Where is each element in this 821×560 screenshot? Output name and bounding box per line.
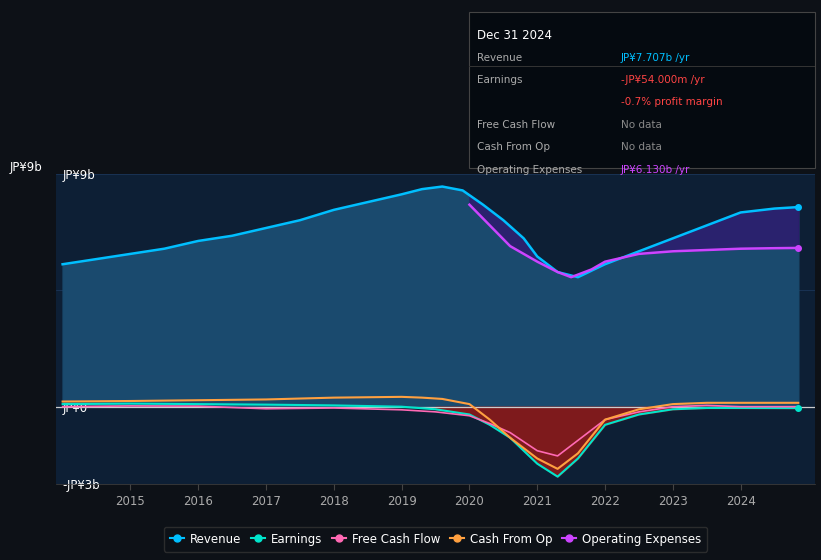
- Text: JP¥9b: JP¥9b: [10, 161, 43, 175]
- Text: No data: No data: [621, 120, 662, 130]
- Text: JP¥6.130b /yr: JP¥6.130b /yr: [621, 165, 690, 175]
- Legend: Revenue, Earnings, Free Cash Flow, Cash From Op, Operating Expenses: Revenue, Earnings, Free Cash Flow, Cash …: [164, 527, 707, 552]
- Text: Dec 31 2024: Dec 31 2024: [477, 29, 552, 42]
- Text: Operating Expenses: Operating Expenses: [477, 165, 582, 175]
- Text: -0.7% profit margin: -0.7% profit margin: [621, 97, 722, 108]
- Text: Earnings: Earnings: [477, 75, 522, 85]
- Text: Free Cash Flow: Free Cash Flow: [477, 120, 555, 130]
- Text: -JP¥54.000m /yr: -JP¥54.000m /yr: [621, 75, 704, 85]
- Text: Cash From Op: Cash From Op: [477, 142, 550, 152]
- Text: Revenue: Revenue: [477, 53, 522, 63]
- Text: JP¥7.707b /yr: JP¥7.707b /yr: [621, 53, 690, 63]
- Text: No data: No data: [621, 142, 662, 152]
